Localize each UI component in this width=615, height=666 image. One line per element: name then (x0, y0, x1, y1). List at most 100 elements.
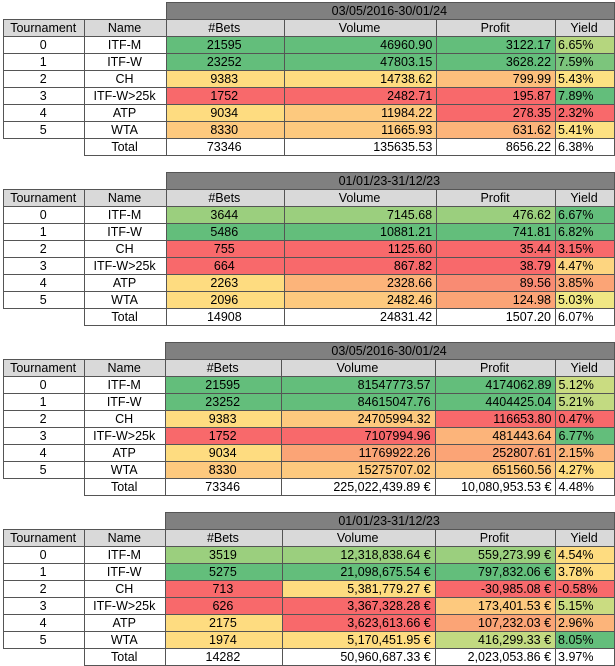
cell-yield: 6.65% (555, 36, 615, 54)
cell-volume: 11984.22 (283, 104, 438, 122)
cell-name: ITF-W>25k (84, 257, 167, 275)
table-title: 01/01/23-31/12/23 (165, 512, 615, 530)
total-yield: 4.48% (555, 478, 615, 496)
cell-t: 2 (2, 240, 86, 258)
cell-volume: 81547773.57 (281, 376, 436, 394)
column-header: Yield (555, 529, 615, 547)
cell-profit: 416,299.33 € (434, 631, 557, 649)
cell-volume: 11769922.26 (281, 444, 436, 462)
cell-volume: 3,623,613.66 € (281, 614, 436, 632)
cell-volume: 10881.21 (283, 223, 438, 241)
table-row: 4 ATP 2175 3,623,613.66 €107,232.03 €2.96% (2, 614, 615, 632)
column-header: Yield (555, 19, 615, 37)
cell-name: CH (84, 580, 167, 598)
cell-t: 5 (2, 631, 86, 649)
cell-profit: -30,985.08 € (434, 580, 557, 598)
cell-bets: 664 (165, 257, 285, 275)
cell-yield: 2.15% (555, 444, 615, 462)
cell-bets: 2175 (165, 614, 283, 632)
cell-t: 2 (2, 410, 86, 428)
cell-profit: 116653.80 (434, 410, 557, 428)
cell-bets: 9383 (165, 70, 285, 88)
total-yield: 3.97% (555, 648, 615, 666)
cell-volume: 11665.93 (283, 121, 438, 139)
cell-name: ITF-W>25k (84, 427, 167, 445)
cell-name: WTA (84, 121, 167, 139)
column-header: Profit (436, 19, 557, 37)
table-row: 1 ITF-W 23252 84615047.76 4404425.04 5.21% (2, 393, 615, 411)
cell-name: ITF-W (84, 53, 167, 71)
cell-name: ITF-W>25k (84, 87, 167, 105)
cell-profit: 107,232.03 € (434, 614, 557, 632)
data-table: 03/05/2016-30/01/24 Tournament Name #Bets Vo… (2, 2, 615, 156)
cell-bets: 9034 (165, 104, 285, 122)
table-row: 3 ITF-W>25k 1752 7107994.96 481443.64 6.77% (2, 427, 615, 445)
column-header: Volume (283, 19, 438, 37)
total-row: Total 14282 50,960,687.33 €2,023,053.86 €3… (3, 648, 615, 666)
cell-yield: 3.85% (554, 274, 615, 292)
table-row: 2 CH 755 1125.60 35.44 3.15% (2, 240, 615, 258)
cell-profit: 124.98 (436, 291, 556, 309)
column-header: Name (84, 359, 167, 377)
cell-name: WTA (84, 461, 167, 479)
cell-yield: 7.59% (555, 53, 615, 71)
cell-name: ATP (84, 274, 167, 292)
total-volume: 24831.42 (283, 308, 438, 326)
cell-bets: 8330 (165, 121, 285, 139)
table-row: 4 ATP 2263 2328.66 89.56 3.85% (2, 274, 615, 292)
cell-yield: -0.58% (555, 580, 615, 598)
cell-t: 4 (2, 444, 86, 462)
column-header: Tournament (2, 189, 86, 207)
cell-volume: 867.82 (283, 257, 438, 275)
cell-bets: 1752 (165, 87, 285, 105)
table-row: 5 WTA 8330 11665.93 631.62 5.41% (2, 121, 615, 139)
cell-name: CH (84, 410, 167, 428)
table-row: 5 WTA 1974 5,170,451.95 €416,299.33 €8.05% (2, 631, 615, 649)
table-row: 0 ITF-M 3519 12,318,838.64 €559,273.99 €4.5… (2, 546, 615, 564)
cell-t: 3 (2, 597, 86, 615)
cell-name: ITF-W (84, 223, 167, 241)
cell-profit: 173,401.53 € (434, 597, 557, 615)
cell-bets: 8330 (165, 461, 283, 479)
table-row: 4 ATP 9034 11769922.26 252807.61 2.15% (2, 444, 615, 462)
total-label: Total (84, 478, 167, 496)
cell-name: ITF-W (84, 393, 167, 411)
total-yield: 6.38% (555, 138, 615, 156)
cell-volume: 7145.68 (283, 206, 438, 224)
cell-t: 4 (2, 104, 86, 122)
cell-volume: 5,170,451.95 € (281, 631, 436, 649)
column-header: Tournament (2, 19, 86, 37)
cell-t: 2 (2, 70, 86, 88)
cell-name: ITF-W>25k (84, 597, 167, 615)
column-header: Name (84, 189, 167, 207)
cell-profit: 631.62 (436, 121, 557, 139)
cell-yield: 5.12% (555, 376, 615, 394)
cell-t: 1 (2, 53, 86, 71)
cell-volume: 5,381,779.27 € (281, 580, 436, 598)
cell-volume: 21,098,675.54 € (281, 563, 436, 581)
cell-name: WTA (84, 631, 167, 649)
column-header: #Bets (165, 19, 285, 37)
cell-name: WTA (84, 291, 167, 309)
total-profit: 2,023,053.86 € (434, 648, 557, 666)
table-title: 03/05/2016-30/01/24 (165, 2, 615, 20)
data-table: 01/01/23-31/12/23 Tournament Name #Bets Volu… (2, 172, 615, 326)
cell-t: 0 (2, 36, 86, 54)
column-header: Profit (436, 189, 556, 207)
cell-name: ITF-M (84, 376, 167, 394)
cell-yield: 7.89% (555, 87, 615, 105)
cell-bets: 5486 (165, 223, 285, 241)
table-row: 2 CH 9383 14738.62 799.99 5.43% (2, 70, 615, 88)
cell-yield: 5.15% (555, 597, 615, 615)
cell-t: 4 (2, 614, 86, 632)
cell-t: 0 (2, 546, 86, 564)
cell-yield: 6.82% (554, 223, 615, 241)
cell-t: 3 (2, 427, 86, 445)
cell-volume: 2328.66 (283, 274, 438, 292)
cell-name: ATP (84, 614, 167, 632)
column-header: #Bets (165, 189, 285, 207)
cell-yield: 4.27% (555, 461, 615, 479)
cell-bets: 23252 (165, 53, 285, 71)
cell-bets: 3519 (165, 546, 283, 564)
table-row: 0 ITF-M 3644 7145.68 476.62 6.67% (2, 206, 615, 224)
